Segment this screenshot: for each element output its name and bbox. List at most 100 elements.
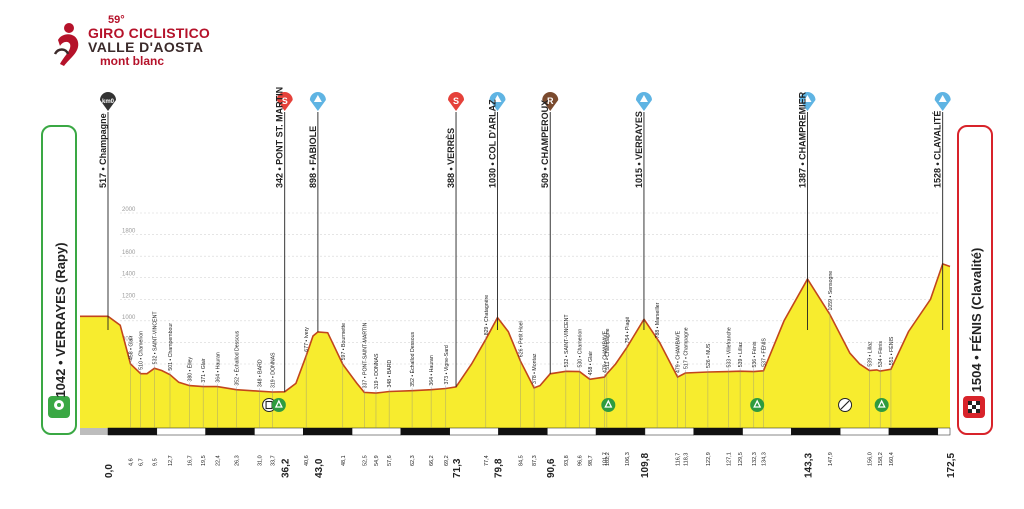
bar-segment — [498, 427, 548, 436]
km-label: 122,9 — [706, 452, 712, 466]
bar-segment — [351, 427, 402, 436]
bar-segment — [693, 427, 743, 436]
recycle-icon-bg — [601, 398, 616, 412]
km-label: 156,0 — [867, 452, 873, 466]
km-label: 172,5 — [946, 453, 957, 478]
km-label: 19,5 — [201, 455, 207, 466]
waypoint-label: 378 • Montaz — [532, 353, 538, 384]
km-label: 127,1 — [726, 452, 732, 466]
km-label: 160,4 — [889, 452, 895, 466]
recycle-icon-bg — [271, 398, 286, 412]
km-label: 79,8 — [494, 458, 505, 478]
km-label: 6,7 — [139, 458, 145, 466]
bar-segment — [449, 427, 499, 436]
marker-climb: 1015 • VERRAYES — [634, 92, 652, 330]
km-label: 12,7 — [168, 455, 174, 466]
elevation-profile-area — [80, 263, 950, 428]
checkered-flag-icon — [968, 401, 980, 413]
distance-scale-bar — [80, 427, 951, 436]
start-label: 1042 • VERRAYES (Rapy) — [53, 242, 68, 397]
elevation-tick-label: 1600 — [122, 250, 136, 256]
recycle-arrows — [604, 399, 613, 408]
cyclist-logo-icon — [53, 23, 79, 66]
km-label: 43,0 — [314, 458, 325, 478]
bar-segment — [888, 427, 939, 436]
waypoint-label: 364 • Hauran — [429, 355, 435, 385]
km-label: 52,5 — [362, 455, 368, 466]
km-label: 96,6 — [578, 455, 584, 466]
km-label: 147,9 — [828, 452, 834, 466]
km-label: 69,2 — [444, 455, 450, 466]
km-label: 106,3 — [625, 452, 631, 466]
elevation-tick-label: 1000 — [122, 315, 136, 321]
waypoint-label: 371 • Glair — [201, 358, 207, 383]
service-icons — [262, 398, 889, 412]
km-labels: 0,0 4,6 6,7 9,5 12,7 16,7 19,5 22,4 26,3 31,0 33,7… — [104, 452, 957, 478]
recycle-icon — [271, 398, 286, 412]
marker-label: 1015 • VERRAYES — [634, 111, 644, 188]
marker-climb: 898 • FABIOLE — [308, 92, 326, 332]
km-label: 26,3 — [234, 455, 240, 466]
marker-label: 1528 • CLAVALITÉ — [933, 111, 943, 188]
waypoint-label: 829 • Chatagnère — [484, 295, 490, 336]
km-label: 40,6 — [304, 455, 310, 466]
bar-lead-segment — [80, 428, 118, 435]
logo-subtitle: mont blanc — [100, 54, 165, 68]
waypoint-label: 517 • Champagne — [683, 327, 689, 369]
km-label: 143,3 — [803, 453, 814, 478]
waypoint-label: 536 • Fénis — [752, 341, 758, 367]
waypoint-label: 539 • Lillaz — [738, 342, 744, 368]
km-label: 132,3 — [752, 452, 758, 466]
marker-label: 509 • CHAMPEROUX — [540, 100, 550, 188]
start-pin-icon — [54, 400, 64, 410]
race-logo: 59° GIRO CICLISTICO VALLE D'AOSTA mont b… — [48, 6, 218, 72]
waypoint-label: 754 • Piagé — [625, 317, 631, 344]
bar-segment — [644, 427, 694, 436]
km-label: 98,7 — [588, 455, 594, 466]
bar-segment — [254, 427, 304, 436]
waypoint-label: 458 • Glair — [128, 335, 134, 360]
bar-segment — [302, 427, 353, 436]
km-label: 93,8 — [564, 455, 570, 466]
waypoint-label: 319 • DONNAS — [270, 352, 276, 388]
recycle-icon — [874, 398, 889, 412]
marker-label: 517 • Champagne — [98, 113, 108, 188]
waypoint-label: 348 • BARD — [387, 359, 393, 387]
finish-label: 1504 • FÉNIS (Clavalité) — [969, 248, 984, 393]
bar-segment — [791, 427, 841, 436]
logo-title: GIRO CICLISTICO — [88, 25, 210, 41]
km-label: 116,7 — [676, 453, 682, 466]
bar-segment — [400, 427, 450, 436]
recycle-arrows — [274, 399, 283, 408]
sprint-pin-icon — [276, 92, 293, 111]
km-label: 9,5 — [152, 458, 158, 466]
route-waypoints: 458 • Glair 510 • Chamerion 532 • SAINT-VI… — [128, 271, 895, 428]
elevation-tick-label: 1400 — [122, 272, 136, 278]
km-label: 129,5 — [738, 452, 744, 466]
waypoint-label: 458 • Glair — [588, 351, 594, 376]
marker-km0: km0 517 • Champagne — [98, 92, 116, 330]
waypoint-label: 479 • CHAMBAVE — [602, 330, 608, 373]
waypoint-label: 511 • Champagne — [605, 328, 611, 369]
bar-segment — [595, 427, 646, 436]
recycle-arrows — [753, 399, 762, 408]
km-label: 101,7 — [602, 452, 608, 466]
km-label: 84,5 — [518, 455, 524, 466]
waypoint-label: 534 • Fénis — [878, 341, 884, 367]
bar-segment — [547, 427, 597, 436]
waypoint-label: 510 • Chamerion — [139, 331, 145, 370]
waypoint-label: 788 • Marseiller — [655, 302, 661, 338]
mountain-icon — [639, 95, 648, 102]
waypoint-label: 597 • Bourmette — [341, 323, 347, 360]
km-label: 36,2 — [281, 458, 292, 478]
elevation-tick-label: 2000 — [122, 207, 136, 213]
waypoint-label: 479 • CHAMBAVE — [676, 330, 682, 373]
elevation-tick-label: 1200 — [122, 293, 136, 299]
km-label: 87,3 — [532, 455, 538, 466]
recycle-arrows — [877, 399, 886, 408]
km-label: 134,3 — [762, 452, 768, 466]
marker-climb: 1030 • COL D'ARLAZ — [488, 92, 506, 330]
waypoint-label: 348 • BARD — [257, 359, 263, 387]
